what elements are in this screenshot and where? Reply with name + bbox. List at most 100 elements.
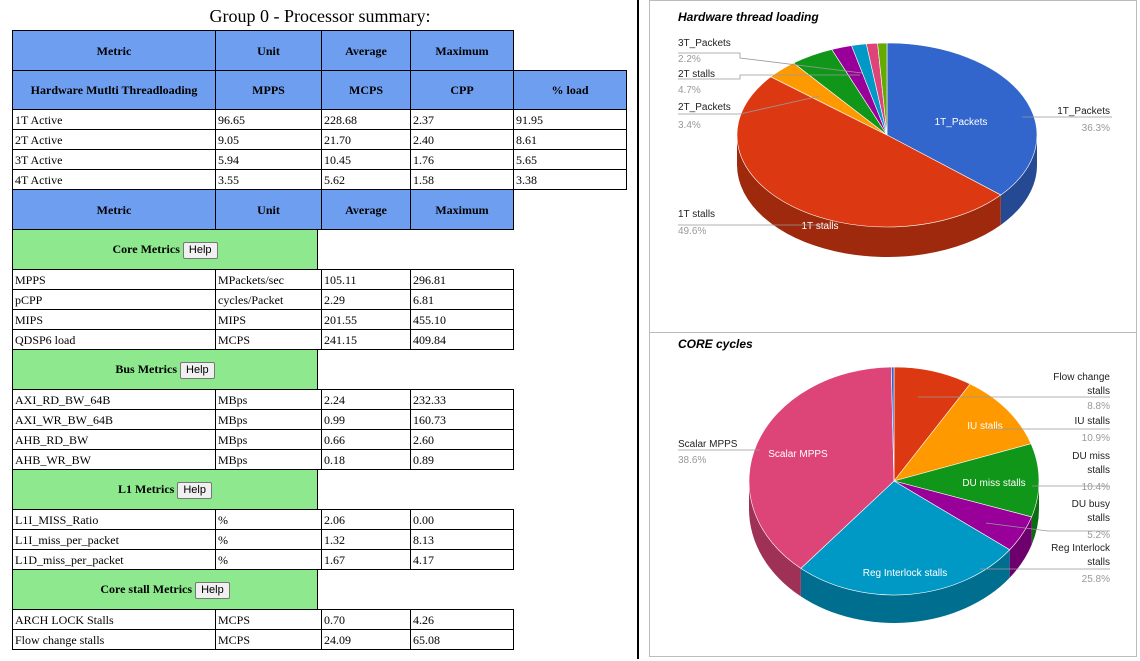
- table-cell: Flow change stalls: [12, 629, 216, 650]
- table-cell: AXI_WR_BW_64B: [12, 409, 216, 430]
- slice-percent-label: 3.4%: [678, 120, 701, 131]
- slice-percent-label: 49.6%: [678, 226, 706, 237]
- charts-panel: Hardware thread loading 1T_Packets 1T_Pac…: [649, 0, 1138, 659]
- table-cell: 409.84: [410, 329, 514, 350]
- table-cell: 0.70: [321, 609, 411, 630]
- slice-percent-label: 36.3%: [1082, 123, 1110, 134]
- table-row: Flow change stalls MCPS 24.09 65.08: [12, 629, 626, 650]
- table-cell: 232.33: [410, 389, 514, 410]
- table-row: 4T Active 3.55 5.62 1.58 3.38: [12, 169, 627, 190]
- pie-slice-side: [1009, 516, 1032, 578]
- table-header-row: Metric Unit Average Maximum: [12, 30, 626, 71]
- chart-title: CORE cycles: [678, 337, 753, 351]
- table-cell: 296.81: [410, 269, 514, 290]
- table-cell: MPackets/sec: [215, 269, 322, 290]
- pie-slice[interactable]: [800, 480, 1011, 596]
- help-button[interactable]: Help: [195, 581, 230, 599]
- table-row: MPPS MPackets/sec 105.11 296.81: [12, 269, 626, 290]
- pie-slice[interactable]: [877, 42, 888, 136]
- table-row: L1I_miss_per_packet% 1.32 8.13: [12, 529, 626, 550]
- slice-name-label: 1T_Packets: [1057, 106, 1110, 117]
- slice-name-label: DU busy: [1072, 499, 1110, 510]
- pie-slice[interactable]: [892, 443, 1040, 518]
- slice-name-label: stalls: [1087, 465, 1110, 476]
- section-title: Core stall Metrics: [100, 582, 193, 596]
- table-cell: %: [215, 529, 322, 550]
- column-header: Maximum: [410, 189, 514, 230]
- pie-slice[interactable]: [886, 42, 1038, 196]
- table-cell: 160.73: [410, 409, 514, 430]
- pie-slice[interactable]: [748, 366, 895, 569]
- table-row: L1D_miss_per_packet% 1.67 4.17: [12, 549, 626, 570]
- table-cell: AHB_RD_BW: [12, 429, 216, 450]
- table-row: L1I_MISS_Ratio% 2.06 0.00: [12, 509, 626, 530]
- table-cell: 0.99: [321, 409, 411, 430]
- table-cell: MCPS: [215, 329, 322, 350]
- pie-slice[interactable]: [736, 76, 1002, 228]
- table-cell: MBps: [215, 429, 322, 450]
- leader-line: [678, 95, 821, 115]
- table-cell: MBps: [215, 389, 322, 410]
- pie-slice[interactable]: [893, 383, 1032, 482]
- pie-slice-side: [749, 481, 801, 597]
- slice-name-label: 2T stalls: [678, 69, 715, 80]
- table-cell: 4T Active: [12, 169, 216, 190]
- table-cell: L1I_miss_per_packet: [12, 529, 216, 550]
- column-header: MPPS: [215, 70, 322, 110]
- table-cell: 24.09: [321, 629, 411, 650]
- table-row: AXI_WR_BW_64B MBps 0.99 160.73: [12, 409, 626, 430]
- table-cell: 4.26: [410, 609, 514, 630]
- leader-line: [985, 522, 1110, 532]
- help-button[interactable]: Help: [177, 481, 212, 499]
- table-cell: 1.58: [410, 169, 514, 190]
- table-row: 1T Active 96.65 228.68 2.37 91.95: [12, 109, 627, 130]
- slice-percent-label: 5.2%: [1087, 530, 1110, 541]
- pie-sides: [737, 135, 1037, 257]
- threadloading-header-row: Hardware Mutlti Threadloading MPPS MCPS CPP…: [12, 70, 627, 110]
- slice-percent-label: 2.2%: [678, 54, 701, 65]
- slice-inner-label: 1T stalls: [801, 221, 838, 232]
- column-header: MCPS: [321, 70, 411, 110]
- chart-title: Hardware thread loading: [678, 10, 819, 24]
- slice-name-label: IU stalls: [1074, 416, 1110, 427]
- pie-slice-side: [800, 549, 1010, 623]
- metrics-table: Metric Unit Average Maximum Hardware Mutlti …: [12, 30, 627, 650]
- pie-slice-side: [737, 135, 1001, 257]
- table-cell: 0.66: [321, 429, 411, 450]
- table-cell: 228.68: [321, 109, 411, 130]
- table-cell: %: [215, 509, 322, 530]
- table-row: AXI_RD_BW_64B MBps 2.24 232.33: [12, 389, 626, 410]
- table-cell: MPPS: [12, 269, 216, 290]
- section-title: Bus Metrics: [115, 362, 178, 376]
- slice-name-label: 1T stalls: [678, 209, 715, 220]
- table-row: QDSP6 load MCPS 241.15 409.84: [12, 329, 626, 350]
- column-header: Average: [321, 189, 411, 230]
- processor-summary-panel: Group 0 - Processor summary: Metric Unit A…: [12, 6, 627, 650]
- table-cell: 1T Active: [12, 109, 216, 130]
- section-header: Bus Metrics Help: [12, 349, 318, 390]
- slice-percent-label: 4.7%: [678, 85, 701, 96]
- table-row: AHB_RD_BW MBps 0.66 2.60: [12, 429, 626, 450]
- table-cell: AXI_RD_BW_64B: [12, 389, 216, 410]
- table-cell: 2.40: [410, 129, 514, 150]
- section-header-row: Core stall Metrics Help: [12, 569, 626, 610]
- column-header: Average: [321, 30, 411, 71]
- table-row: MIPS MIPS 201.55 455.10: [12, 309, 626, 330]
- section-title: Core Metrics: [112, 242, 180, 256]
- pie-slice[interactable]: [890, 366, 895, 482]
- help-button[interactable]: Help: [182, 241, 218, 259]
- table-cell: MIPS: [12, 309, 216, 330]
- table-cell: 91.95: [513, 109, 627, 130]
- table-cell: ARCH LOCK Stalls: [12, 609, 216, 630]
- table-row: pCPP cycles/Packet 2.29 6.81: [12, 289, 626, 310]
- slice-percent-label: 38.6%: [678, 455, 706, 466]
- slice-inner-label: DU miss stalls: [962, 478, 1025, 489]
- slice-percent-label: 10.4%: [1082, 482, 1110, 493]
- core-cycles-chart: CORE cycles Flow change stalls 8.8% IU stal…: [649, 332, 1137, 657]
- table-cell: 65.08: [410, 629, 514, 650]
- slice-percent-label: 10.9%: [1082, 433, 1110, 444]
- table-cell: 455.10: [410, 309, 514, 330]
- slice-name-label: Flow change: [1053, 372, 1110, 383]
- help-button[interactable]: Help: [180, 361, 215, 379]
- table-cell: 241.15: [321, 329, 411, 350]
